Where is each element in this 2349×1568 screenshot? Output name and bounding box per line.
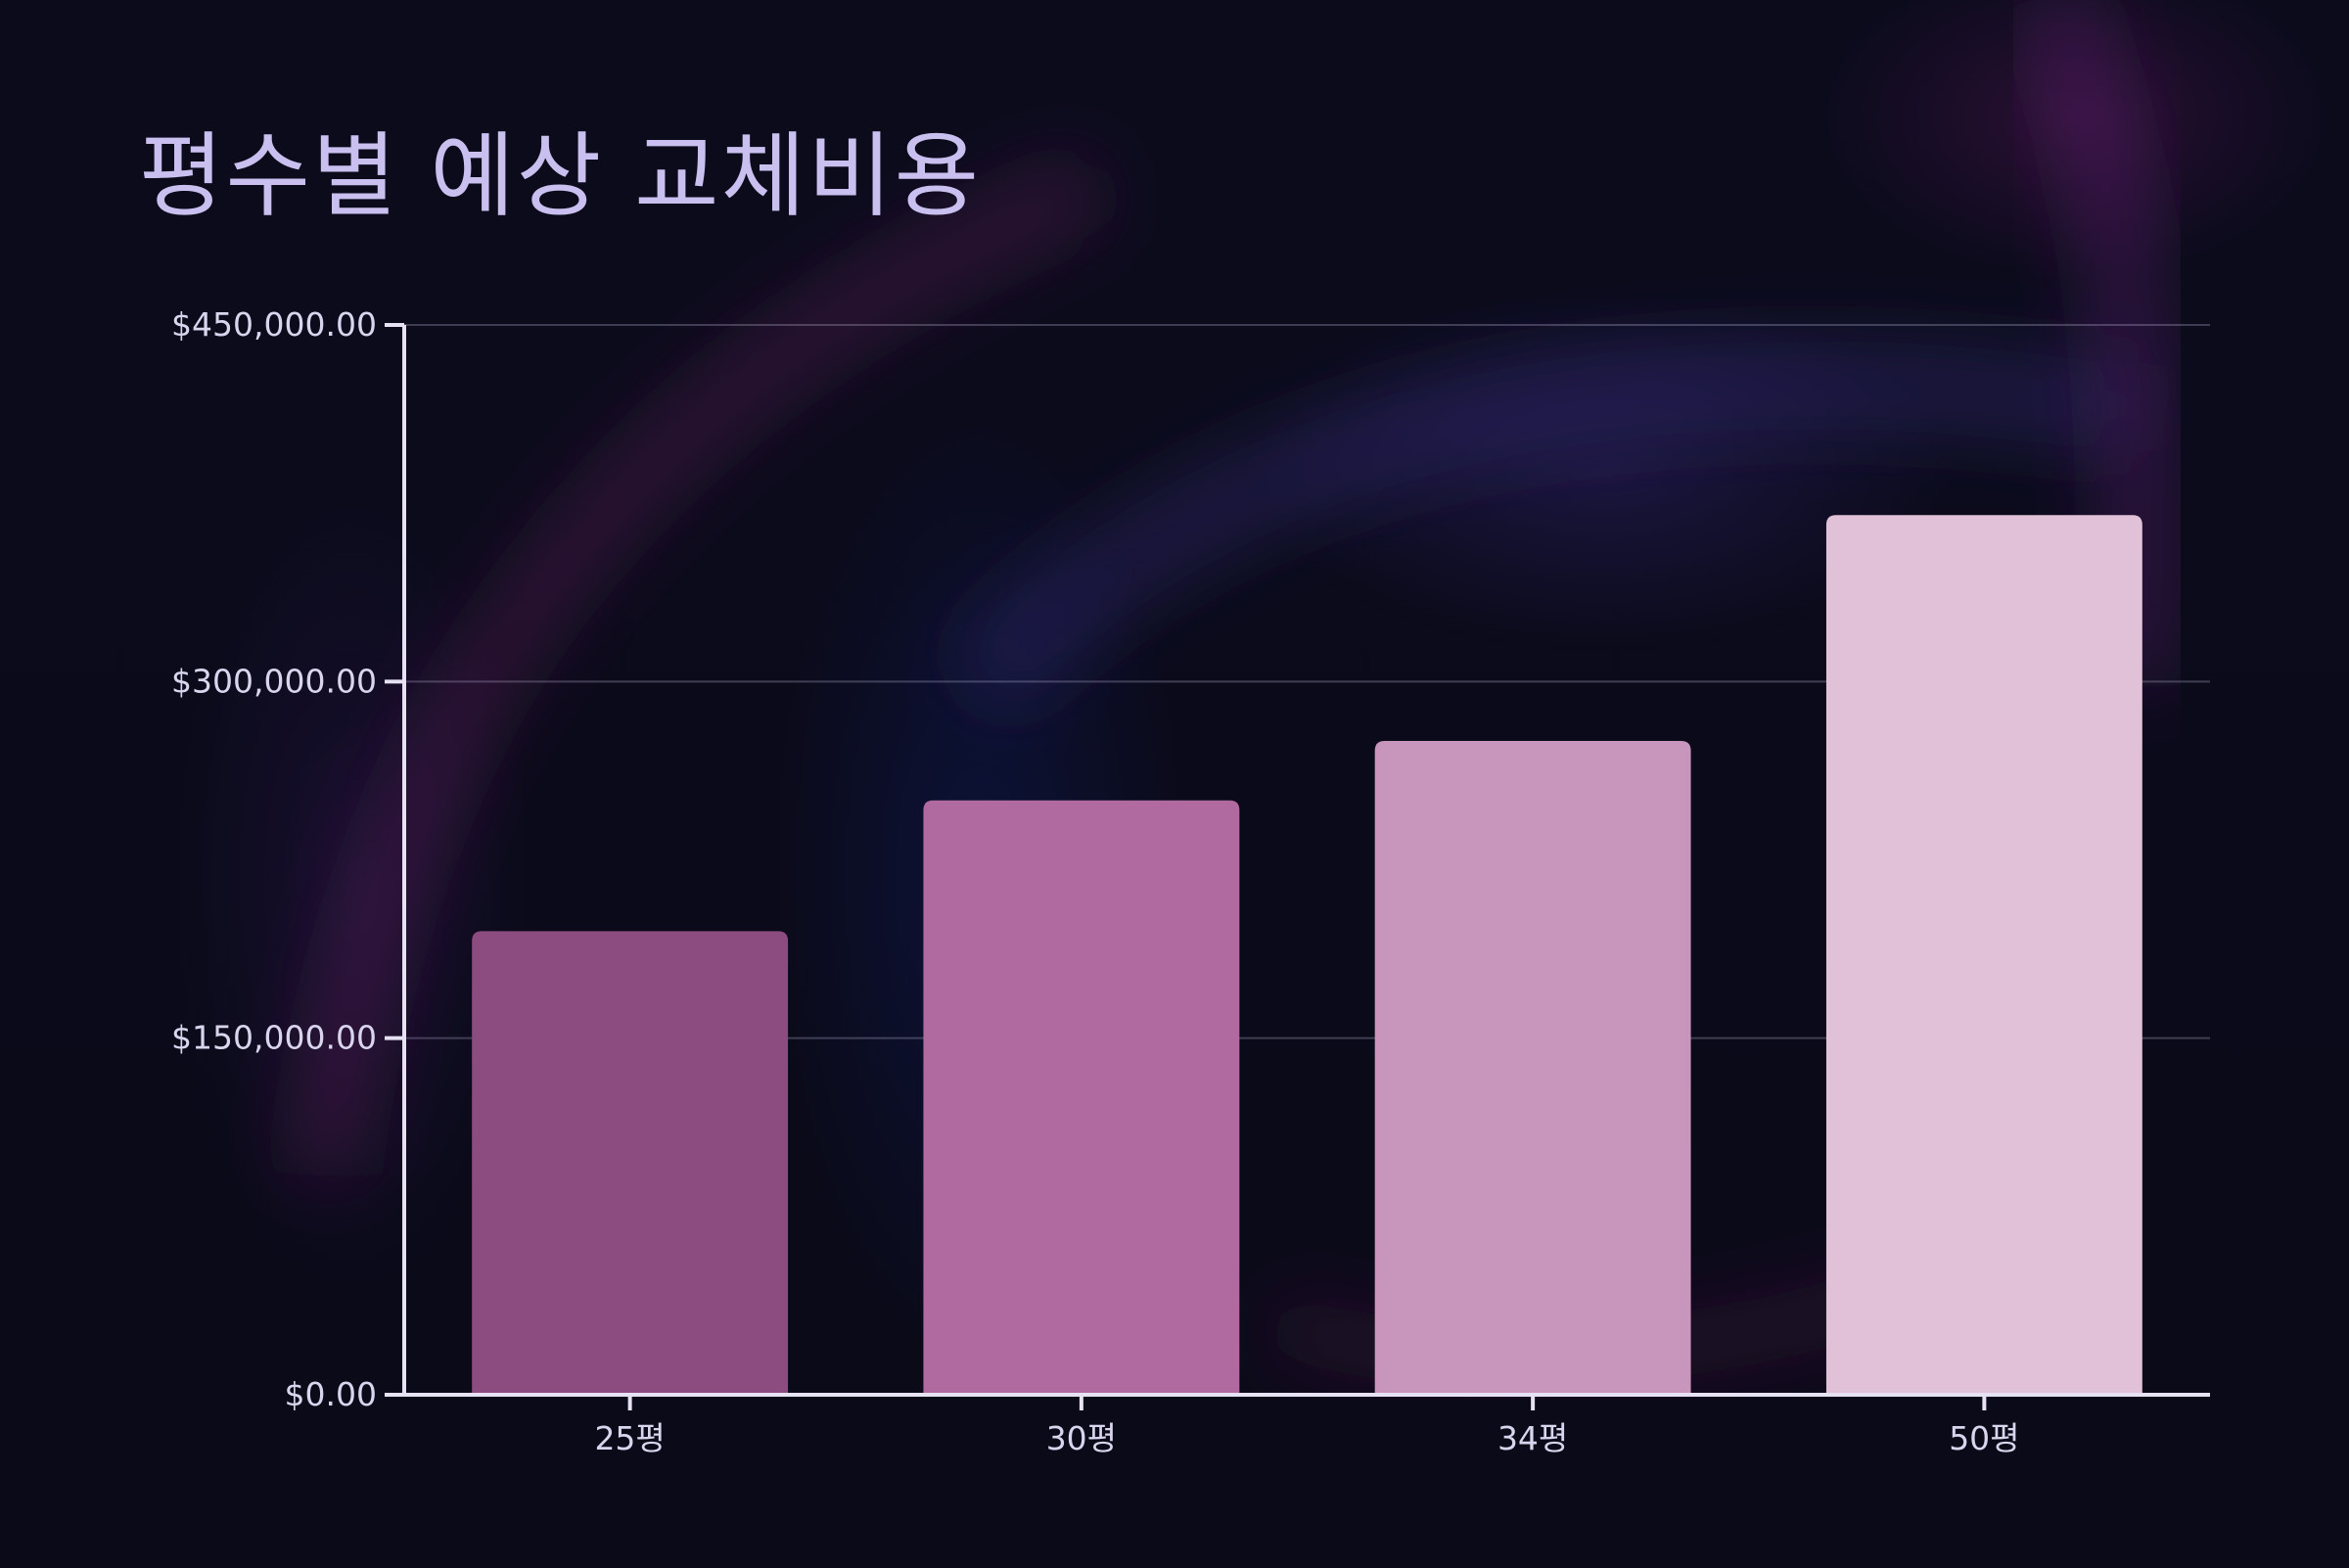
bars xyxy=(472,515,2142,1395)
y-tick-label: $0.00 xyxy=(285,1375,377,1413)
y-tick-label: $150,000.00 xyxy=(171,1019,377,1057)
x-tick-label: 30평 xyxy=(1046,1419,1117,1457)
chart-title: 평수별 예상 교체비용 xyxy=(139,123,982,230)
bar-2 xyxy=(923,800,1240,1395)
axes xyxy=(402,325,2210,1397)
bar-3 xyxy=(1374,741,1691,1395)
x-ticks: 25평 30평 34평 50평 xyxy=(594,1395,2020,1457)
x-tick-label: 50평 xyxy=(1949,1419,2019,1457)
x-tick-label: 34평 xyxy=(1497,1419,1568,1457)
x-tick-label: 25평 xyxy=(594,1419,665,1457)
y-tick-label: $300,000.00 xyxy=(171,662,377,700)
y-ticks: $0.00 $150,000.00 $300,000.00 $450,000.00 xyxy=(171,305,404,1413)
bar-1 xyxy=(472,931,789,1395)
y-tick-label: $450,000.00 xyxy=(171,305,377,344)
bar-4 xyxy=(1825,515,2142,1395)
